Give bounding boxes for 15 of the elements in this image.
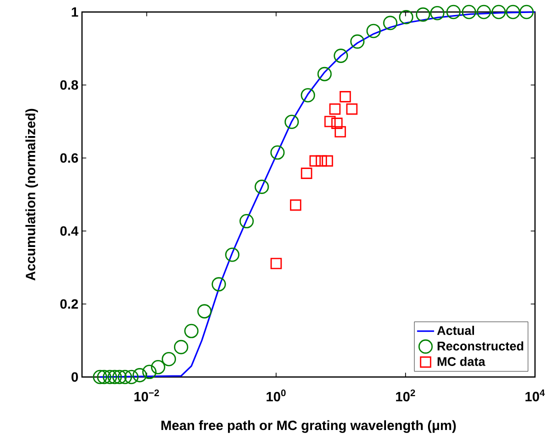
- y-tick-label: 1: [72, 7, 78, 17]
- y-tick-label: 0.6: [60, 153, 78, 163]
- x-tick-label: 10$^{0}$: [266, 390, 286, 402]
- y-tick-label: 0.2: [60, 299, 78, 309]
- x-tick-label: 10$^{2}$: [396, 390, 416, 402]
- x-axis-title: Mean free path or MC grating wavelength (μm): [161, 420, 456, 433]
- legend-label: Reconstructed: [438, 341, 524, 350]
- x-tick-label: 10$^{−2}$: [134, 390, 159, 402]
- legend-label: Actual: [437, 326, 474, 335]
- y-axis-title: Accumulation (normalized): [25, 108, 38, 280]
- x-tick-label: 10$^{4}$: [526, 390, 545, 402]
- y-tick-label: 0.4: [60, 226, 78, 236]
- y-tick-label: 0.8: [60, 80, 78, 90]
- legend-label: MC data: [438, 356, 486, 366]
- y-tick-label: 0: [72, 372, 78, 382]
